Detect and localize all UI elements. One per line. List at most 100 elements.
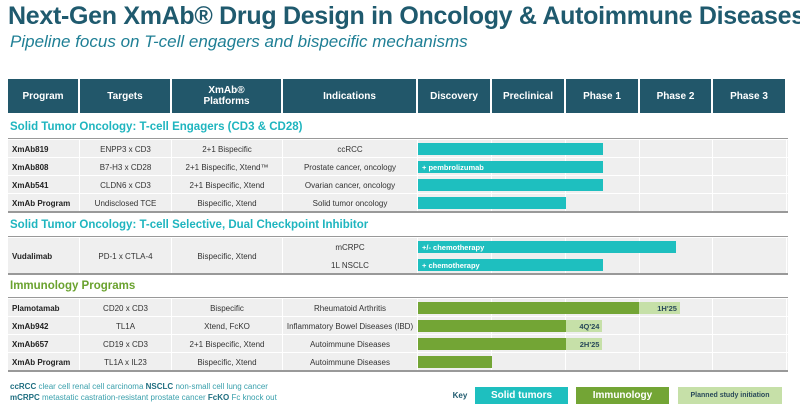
cell-program: XmAb819 — [8, 140, 80, 158]
progress-bar: + chemotherapy — [418, 259, 603, 271]
phase-cell — [640, 238, 713, 274]
phase-cell — [640, 140, 713, 158]
progress-bar — [418, 320, 566, 332]
phase-cell — [713, 335, 787, 353]
column-header: Preclinical — [492, 79, 566, 113]
table-row: Plamotamab CD20 x CD3 Bispecific Rheumatoid… — [8, 298, 788, 317]
cell-targets: PD-1 x CTLA-4 — [80, 238, 172, 274]
column-header: Phase 2 — [640, 79, 713, 113]
phase-cell — [640, 158, 713, 176]
cell-indication: Autoimmune Diseases — [283, 353, 418, 371]
column-header: Phase 1 — [566, 79, 640, 113]
cell-program: XmAb541 — [8, 176, 80, 194]
table-row: XmAb541 CLDN6 x CD3 2+1 Bispecific, Xtend O… — [8, 175, 788, 194]
cell-program: XmAb Program — [8, 353, 80, 371]
footnote-line-1: ccRCC clear cell renal cell carcinoma NS… — [10, 382, 268, 391]
cell-platform: Bispecific, Xtend — [172, 238, 283, 274]
cell-platform: 2+1 Bispecific, Xtend — [172, 176, 283, 194]
column-header-text: Platforms — [203, 96, 250, 107]
cell-platform: 2+1 Bispecific, Xtend™ — [172, 158, 283, 176]
cell-program: Vudalimab — [8, 238, 80, 274]
cell-program: XmAb657 — [8, 335, 80, 353]
phase-cell — [713, 194, 787, 212]
progress-bar: +/- chemotherapy — [418, 241, 677, 253]
progress-bar — [418, 302, 640, 314]
progress-bar — [418, 143, 603, 155]
cell-indication: 1L NSCLC — [283, 256, 418, 274]
cell-targets: TL1A — [80, 317, 172, 335]
phase-cell — [566, 194, 640, 212]
phase-cell — [492, 238, 566, 274]
footnote-abbr: ccRCC — [10, 382, 37, 391]
table-row: Vudalimab PD-1 x CTLA-4 Bispecific, Xtend m… — [8, 237, 788, 274]
phase-cell — [640, 299, 713, 317]
key-solid-tumors: Solid tumors — [475, 387, 568, 404]
page-subtitle: Pipeline focus on T-cell engagers and bi… — [10, 32, 468, 51]
page-title: Next-Gen XmAb® Drug Design in Oncology &… — [8, 2, 800, 30]
cell-targets: CD19 x CD3 — [80, 335, 172, 353]
cell-platform: Bispecific, Xtend — [172, 353, 283, 371]
progress-bar — [418, 179, 603, 191]
cell-targets: TL1A x IL23 — [80, 353, 172, 371]
footnote-text: clear cell renal cell carcinoma — [38, 382, 144, 391]
cell-platform: 2+1 Bispecific, Xtend — [172, 335, 283, 353]
phase-cell — [713, 317, 787, 335]
cell-indication: Solid tumor oncology — [283, 194, 418, 212]
cell-program: XmAb Program — [8, 194, 80, 212]
section-title: Immunology Programs — [10, 280, 136, 292]
phase-cell — [713, 299, 787, 317]
cell-targets: B7-H3 x CD28 — [80, 158, 172, 176]
table-row: XmAb942 TL1A Xtend, FcKO Inflammatory Bowel… — [8, 316, 788, 335]
section-divider — [8, 273, 788, 275]
table-row: XmAb657 CD19 x CD3 2+1 Bispecific, Xtend Au… — [8, 334, 788, 353]
table-row: XmAb Program TL1A x IL23 Bispecific, Xtend… — [8, 352, 788, 371]
cell-targets: ENPP3 x CD3 — [80, 140, 172, 158]
cell-targets: CD20 x CD3 — [80, 299, 172, 317]
cell-platform: Bispecific — [172, 299, 283, 317]
phase-cell — [492, 353, 566, 371]
phase-cell — [640, 335, 713, 353]
footnote-text: Fc knock out — [231, 393, 277, 402]
cell-program: XmAb808 — [8, 158, 80, 176]
phase-cell — [566, 140, 640, 158]
phase-cell — [566, 335, 640, 353]
cell-platform: Bispecific, Xtend — [172, 194, 283, 212]
footnote-line-2: mCRPC metastatic castration-resistant pr… — [10, 393, 277, 402]
column-header: Discovery — [418, 79, 492, 113]
phase-cell — [713, 353, 787, 371]
phase-cell — [566, 176, 640, 194]
cell-indication: Ovarian cancer, oncology — [283, 176, 418, 194]
progress-bar: + pembrolizumab — [418, 161, 603, 173]
column-header: Indications — [283, 79, 418, 113]
footnote-abbr: FcKO — [207, 393, 230, 402]
cell-targets: Undisclosed TCE — [80, 194, 172, 212]
progress-bar — [418, 197, 566, 209]
section-divider — [8, 211, 788, 213]
key-planned-study: Planned study initiation — [678, 387, 782, 404]
phase-cell — [566, 317, 640, 335]
section-divider — [8, 370, 788, 372]
key-label: Key — [452, 391, 468, 400]
phase-cell — [640, 194, 713, 212]
column-header: Targets — [80, 79, 172, 113]
column-header: Program — [8, 79, 80, 113]
planned-initiation-bar: 4Q'24 — [565, 320, 603, 332]
phase-cell — [640, 317, 713, 335]
phase-cell — [566, 353, 640, 371]
column-header-platforms: XmAb® Platforms — [172, 79, 283, 113]
phase-cell — [713, 140, 787, 158]
footnote-text: non-small cell lung cancer — [175, 382, 268, 391]
cell-indication: ccRCC — [283, 140, 418, 158]
footnote-abbr: mCRPC — [10, 393, 40, 402]
cell-platform: Xtend, FcKO — [172, 317, 283, 335]
cell-program: Plamotamab — [8, 299, 80, 317]
cell-targets: CLDN6 x CD3 — [80, 176, 172, 194]
footnote-text: metastatic castration-resistant prostate… — [42, 393, 206, 402]
planned-initiation-bar: 2H'25 — [565, 338, 603, 350]
cell-indication: Autoimmune Diseases — [283, 335, 418, 353]
table-row: XmAb808 B7-H3 x CD28 2+1 Bispecific, Xtend… — [8, 157, 788, 176]
phase-cell — [713, 158, 787, 176]
cell-platform: 2+1 Bispecific — [172, 140, 283, 158]
key-immunology: Immunology — [576, 387, 669, 404]
phase-cell — [418, 238, 492, 274]
